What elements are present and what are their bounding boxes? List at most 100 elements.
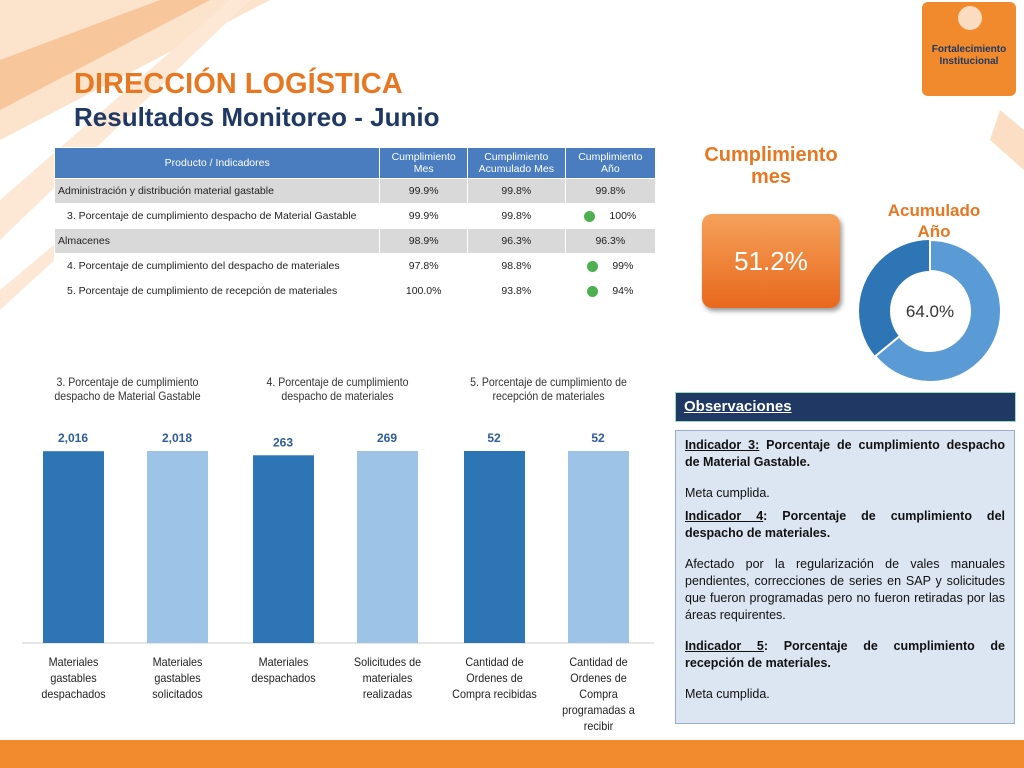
cell: 96.3% (466, 228, 566, 254)
data-label: 2,018 (162, 431, 192, 445)
donut-title: Acumulado Año (887, 201, 981, 241)
cell: 99.9% (379, 178, 468, 204)
cell-text: 99.9% (408, 185, 439, 197)
stripe (0, 0, 210, 110)
cell: 99.9% (379, 203, 468, 229)
title: DIRECCIÓN LOGÍSTICA (74, 68, 403, 100)
cell-text: 96.3% (501, 235, 532, 247)
status-dot (587, 285, 599, 297)
logo-line: Institucional (939, 56, 999, 67)
category-label: Cantidad de Ordenes de Compra recibidas (452, 655, 537, 701)
donut-label: 64.0% (906, 302, 954, 321)
logo-box (922, 2, 1016, 96)
cell-text: 99.8% (501, 185, 532, 197)
bar (43, 451, 104, 643)
chart-title: 3. Porcentaje de cumplimiento despacho d… (54, 375, 201, 403)
cell: 100% (564, 203, 657, 229)
data-label: 52 (487, 431, 501, 445)
status-dot (587, 260, 599, 272)
row: 5. Porcentaje de cumplimiento de recepci… (53, 278, 657, 304)
donut-hole (891, 272, 969, 350)
row: 3. Porcentaje de cumplimiento despacho d… (53, 203, 657, 229)
cell-text: 99.9% (408, 210, 439, 222)
logo-shape (958, 6, 982, 30)
chart-title: 4. Porcentaje de cumplimiento despacho d… (266, 375, 409, 403)
category-label: Materiales gastables solicitados (152, 655, 203, 701)
cell: 94% (564, 278, 657, 304)
logo-line: Fortalecimiento (931, 44, 1007, 55)
column-header: Cumplimiento Año (564, 147, 657, 179)
category-label: Cantidad de Ordenes de Compra programada… (562, 655, 635, 733)
bar (357, 451, 418, 643)
row: Administración y distribución material g… (53, 178, 657, 204)
obs-label: Indicador 4 (685, 509, 764, 523)
cell-text: 99% (612, 260, 634, 272)
kpi-title: Cumplimiento mes (704, 144, 838, 188)
obs-text: Afectado por la regularización de vales … (685, 557, 1005, 622)
bar (464, 451, 525, 643)
obs-label: Indicador 5 (685, 639, 764, 653)
cell: 97.8% (379, 253, 468, 279)
category-label: Materiales despachados (251, 655, 316, 685)
cell: 99% (564, 253, 657, 279)
cell: 98.8% (466, 253, 566, 279)
cell: 99.8% (564, 178, 657, 204)
column-header: Cumplimiento Acumulado Mes (466, 147, 566, 179)
logo-text: Fortalecimiento Institucional (926, 44, 1012, 68)
cell-text: 3. Porcentaje de cumplimiento despacho d… (67, 210, 357, 222)
cell: 5. Porcentaje de cumplimiento de recepci… (53, 278, 381, 304)
category-label: Solicitudes de materiales realizadas (353, 655, 422, 701)
cell-text: 100% (609, 210, 637, 222)
header-row: Producto / Indicadores Cumplimiento Mes Cu… (53, 147, 657, 179)
obs-title: Observaciones (675, 392, 1016, 422)
cell-text: 98.8% (501, 260, 532, 272)
category-label: Materiales gastables despachados (41, 655, 106, 701)
obs-heading: Indicador 4: Porcentaje de cumplimiento … (685, 508, 1005, 542)
table: Producto / Indicadores Cumplimiento Mes Cu… (53, 147, 657, 304)
cell: Administración y distribución material g… (53, 178, 381, 204)
cell-text: 94% (612, 285, 634, 297)
row: Almacenes 98.9% 96.3% 96.3% (53, 228, 657, 254)
footer-bar (0, 740, 1024, 768)
cell: 99.8% (466, 178, 566, 204)
cell: 98.9% (379, 228, 468, 254)
cell-text: 100.0% (405, 285, 442, 297)
cell: 3. Porcentaje de cumplimiento despacho d… (53, 203, 381, 229)
cell-text: 5. Porcentaje de cumplimiento de recepci… (67, 285, 338, 297)
cell-text: Administración y distribución material g… (58, 185, 274, 197)
obs-text: Meta cumplida. (685, 687, 770, 701)
kpi-box: 51.2% (702, 214, 840, 308)
bar (253, 455, 314, 643)
cell-text: 98.9% (408, 235, 439, 247)
status-dot (584, 210, 596, 222)
column-header: Producto / Indicadores (53, 147, 381, 179)
cell-text: Almacenes (58, 235, 110, 247)
data-label: 263 (273, 435, 293, 449)
obs-heading-text: Porcentaje de cumplimiento despacho de M… (685, 438, 1005, 469)
obs-heading: Indicador 5: Porcentaje de cumplimiento … (685, 638, 1005, 672)
data-label: 52 (591, 431, 605, 445)
data-label: 269 (377, 431, 397, 445)
stripe (990, 110, 1024, 170)
cell-text: 96.3% (595, 235, 626, 247)
donut-segment (873, 238, 1002, 383)
cell: 96.3% (564, 228, 657, 254)
column-header: Cumplimiento Mes (379, 147, 468, 179)
cell-text: 97.8% (408, 260, 439, 272)
row: 4. Porcentaje de cumplimiento del despac… (53, 253, 657, 279)
bar (568, 451, 629, 643)
obs-text: Meta cumplida. (685, 486, 770, 500)
cell: 99.8% (466, 203, 566, 229)
obs-heading-text: : Porcentaje de cumplimiento de recepció… (685, 639, 1006, 670)
cell: 4. Porcentaje de cumplimiento del despac… (53, 253, 381, 279)
bar (147, 451, 208, 643)
cell-text: 99.8% (595, 185, 626, 197)
cell-text: 4. Porcentaje de cumplimiento del despac… (67, 260, 340, 272)
cell-text: 93.8% (501, 285, 532, 297)
cell-text: 99.8% (501, 210, 532, 222)
data-label: 2,016 (58, 431, 88, 445)
stripe (0, 240, 60, 310)
obs-heading-text: : Porcentaje de cumplimiento del despach… (685, 509, 1005, 540)
obs-heading: Indicador 3: Porcentaje de cumplimiento … (685, 437, 1005, 471)
